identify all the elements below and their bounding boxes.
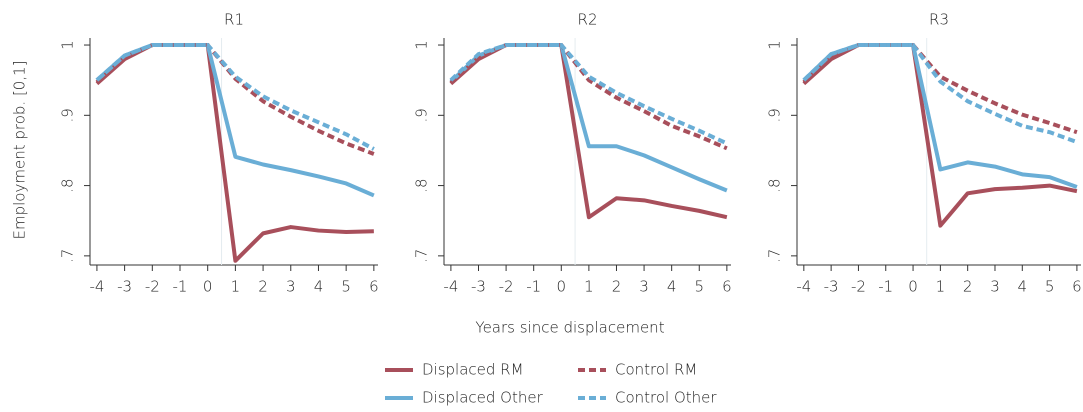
x-tick-label: 0 xyxy=(908,278,918,296)
y-tick-label: .7 xyxy=(59,249,77,263)
x-tick-label: -4 xyxy=(443,278,458,296)
y-tick-label: .9 xyxy=(766,108,784,122)
x-tick-label: 5 xyxy=(1045,278,1055,296)
panel-title: R1 xyxy=(224,11,244,29)
y-axis-label: Employment prob. [0,1] xyxy=(11,61,29,240)
x-tick-label: 4 xyxy=(1018,278,1028,296)
y-tick-label: 1 xyxy=(59,40,77,50)
series-line xyxy=(95,43,375,198)
x-tick-label: -3 xyxy=(471,278,486,296)
x-tick-label: 6 xyxy=(369,278,379,296)
y-tick-label: 1 xyxy=(766,40,784,50)
panel-title: R2 xyxy=(578,11,598,29)
series-line xyxy=(95,43,375,151)
x-tick-label: 2 xyxy=(612,278,622,296)
y-tick-label: .7 xyxy=(413,249,431,263)
series-line xyxy=(449,43,728,151)
x-tick-label: 3 xyxy=(990,278,1000,296)
x-tick-label: 6 xyxy=(1072,278,1082,296)
series-line xyxy=(802,43,1078,135)
x-tick-label: 0 xyxy=(203,278,213,296)
x-tick-label: 4 xyxy=(314,278,324,296)
x-tick-label: 1 xyxy=(231,278,241,296)
x-tick-label: 5 xyxy=(694,278,704,296)
series-line xyxy=(802,43,1078,228)
x-tick-label: -2 xyxy=(499,278,514,296)
legend-label: Displaced Other xyxy=(422,389,544,407)
legend-label: Displaced RM xyxy=(422,361,524,379)
panel-title: R3 xyxy=(929,11,949,29)
x-tick-label: 2 xyxy=(258,278,268,296)
x-tick-label: 2 xyxy=(963,278,973,296)
x-tick-label: -1 xyxy=(526,278,541,296)
series-line xyxy=(95,43,375,156)
x-tick-label: -3 xyxy=(824,278,839,296)
series-line xyxy=(449,43,728,193)
x-tick-label: 3 xyxy=(639,278,649,296)
y-tick-label: .8 xyxy=(413,178,431,192)
x-tick-label: -1 xyxy=(878,278,893,296)
x-tick-label: -3 xyxy=(117,278,132,296)
x-tick-label: 5 xyxy=(341,278,351,296)
x-tick-label: 1 xyxy=(584,278,594,296)
x-tick-label: 1 xyxy=(936,278,946,296)
y-tick-label: .9 xyxy=(59,108,77,122)
legend-label: Control Other xyxy=(615,389,717,407)
x-tick-label: -2 xyxy=(851,278,866,296)
x-tick-label: -1 xyxy=(173,278,188,296)
x-tick-label: 0 xyxy=(557,278,567,296)
x-tick-label: 3 xyxy=(286,278,296,296)
y-tick-label: .7 xyxy=(766,249,784,263)
x-tick-label: -4 xyxy=(796,278,811,296)
y-tick-label: .8 xyxy=(59,178,77,192)
series-line xyxy=(802,43,1078,189)
y-tick-label: 1 xyxy=(413,40,431,50)
x-tick-label: 6 xyxy=(722,278,732,296)
x-tick-label: 4 xyxy=(667,278,677,296)
y-tick-label: .9 xyxy=(413,108,431,122)
x-axis-label: Years since displacement xyxy=(475,319,664,337)
x-tick-label: -4 xyxy=(89,278,104,296)
series-line xyxy=(802,43,1078,144)
x-tick-label: -2 xyxy=(145,278,160,296)
series-line xyxy=(449,43,728,146)
y-tick-label: .8 xyxy=(766,178,784,192)
legend-label: Control RM xyxy=(615,361,697,379)
